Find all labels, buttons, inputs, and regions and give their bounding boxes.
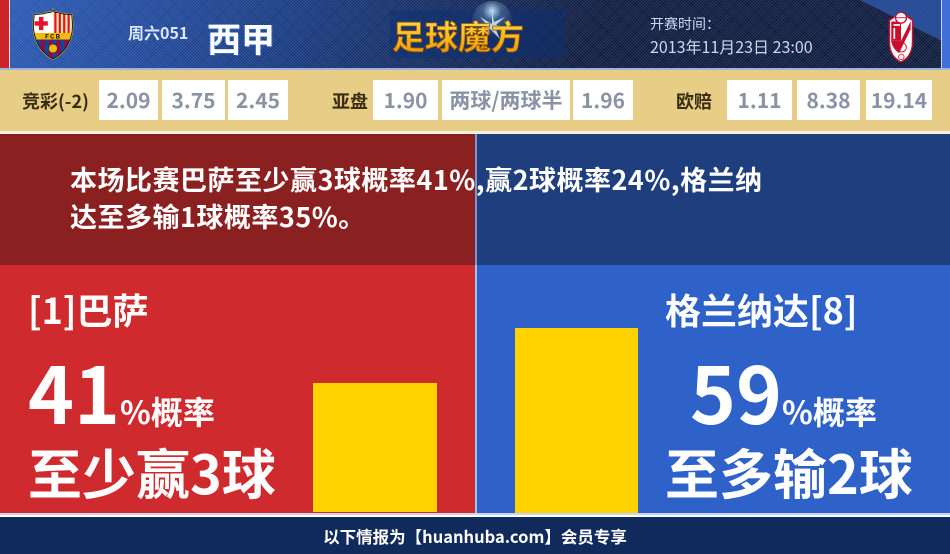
- svg-text:足球魔方: 足球魔方: [392, 11, 524, 59]
- svg-text:FCB: FCB: [45, 34, 61, 40]
